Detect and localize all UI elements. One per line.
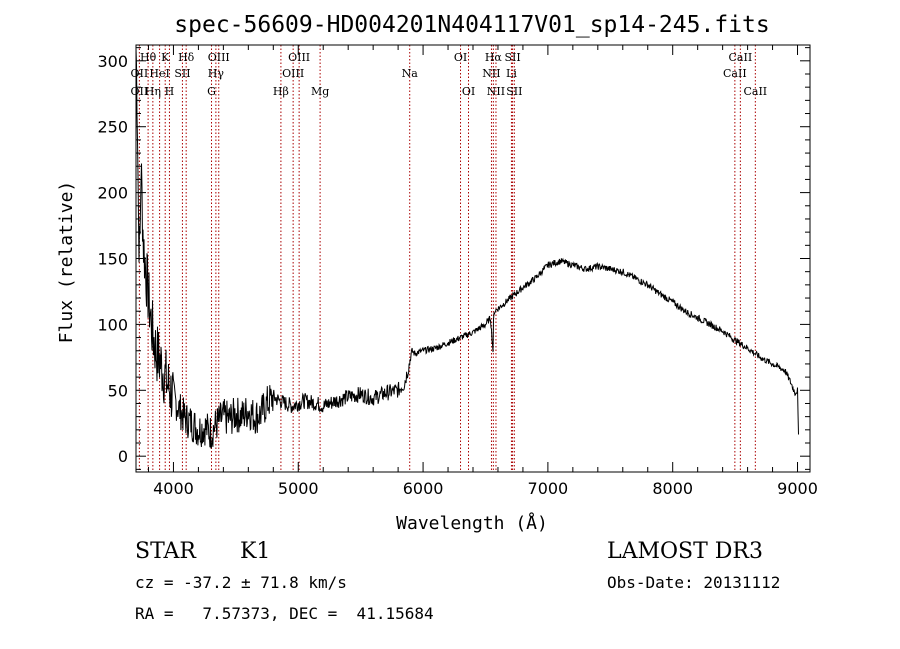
x-axis-ticks: 4000 5000 6000 7000 8000 9000: [147, 45, 818, 498]
line-label: CaII: [743, 85, 767, 98]
x-axis-label: Wavelength (Å): [396, 512, 548, 534]
coordinates: RA = 7.57373, DEC = 41.15684: [135, 604, 434, 623]
line-label: OIII: [288, 51, 310, 64]
line-label: Hγ: [208, 67, 225, 80]
object-subclass: K1: [240, 539, 271, 564]
line-label: G: [207, 85, 216, 98]
line-label: OI: [454, 51, 467, 64]
line-label: K: [161, 51, 170, 64]
survey-name: LAMOST DR3: [607, 539, 763, 564]
x-tick-label: 6000: [403, 479, 444, 498]
line-label: OI: [462, 85, 475, 98]
line-label: H: [165, 85, 175, 98]
y-axis-ticks: 0 50 100 150 200 250 300: [97, 47, 810, 470]
line-label: HeI: [149, 67, 169, 80]
spectral-line-markers: [138, 45, 756, 472]
object-class: STAR: [135, 539, 196, 564]
line-label: Hδ: [178, 51, 195, 64]
line-label: OIII: [208, 51, 230, 64]
line-label: CaII: [723, 67, 747, 80]
line-label: NII: [487, 85, 505, 98]
line-label: Li: [506, 67, 517, 80]
line-label: Hβ: [273, 85, 289, 98]
y-tick-label: 100: [97, 315, 128, 334]
line-label: Hα: [485, 51, 503, 64]
line-label: Hθ: [140, 51, 157, 64]
line-label: NII: [482, 67, 500, 80]
line-label: Hη: [145, 85, 161, 98]
x-tick-label: 5000: [278, 479, 319, 498]
line-label: SII: [174, 67, 190, 80]
plot-frame: [135, 44, 811, 473]
spectrum-line: [135, 48, 799, 449]
y-tick-label: 200: [97, 184, 128, 203]
line-label: Na: [402, 67, 419, 80]
x-tick-label: 4000: [153, 479, 194, 498]
x-tick-label: 9000: [777, 479, 818, 498]
y-tick-label: 50: [108, 381, 128, 400]
observation-date: Obs-Date: 20131112: [607, 573, 781, 592]
x-tick-label: 8000: [652, 479, 693, 498]
line-label: Mg: [311, 85, 329, 98]
line-label: OIII: [282, 67, 304, 80]
x-tick-label: 7000: [528, 479, 569, 498]
redshift-velocity: cz = -37.2 ± 71.8 km/s: [135, 573, 347, 592]
line-label: SII: [506, 85, 522, 98]
y-axis-label: Flux (relative): [56, 181, 77, 344]
y-tick-label: 250: [97, 118, 128, 137]
y-tick-label: 300: [97, 52, 128, 71]
line-label: SII: [504, 51, 520, 64]
line-label: OII: [131, 85, 149, 98]
y-tick-label: 0: [118, 447, 128, 466]
y-tick-label: 150: [97, 250, 128, 269]
line-label: CaII: [729, 51, 753, 64]
chart-title: spec-56609-HD004201N404117V01_sp14-245.f…: [174, 12, 769, 38]
